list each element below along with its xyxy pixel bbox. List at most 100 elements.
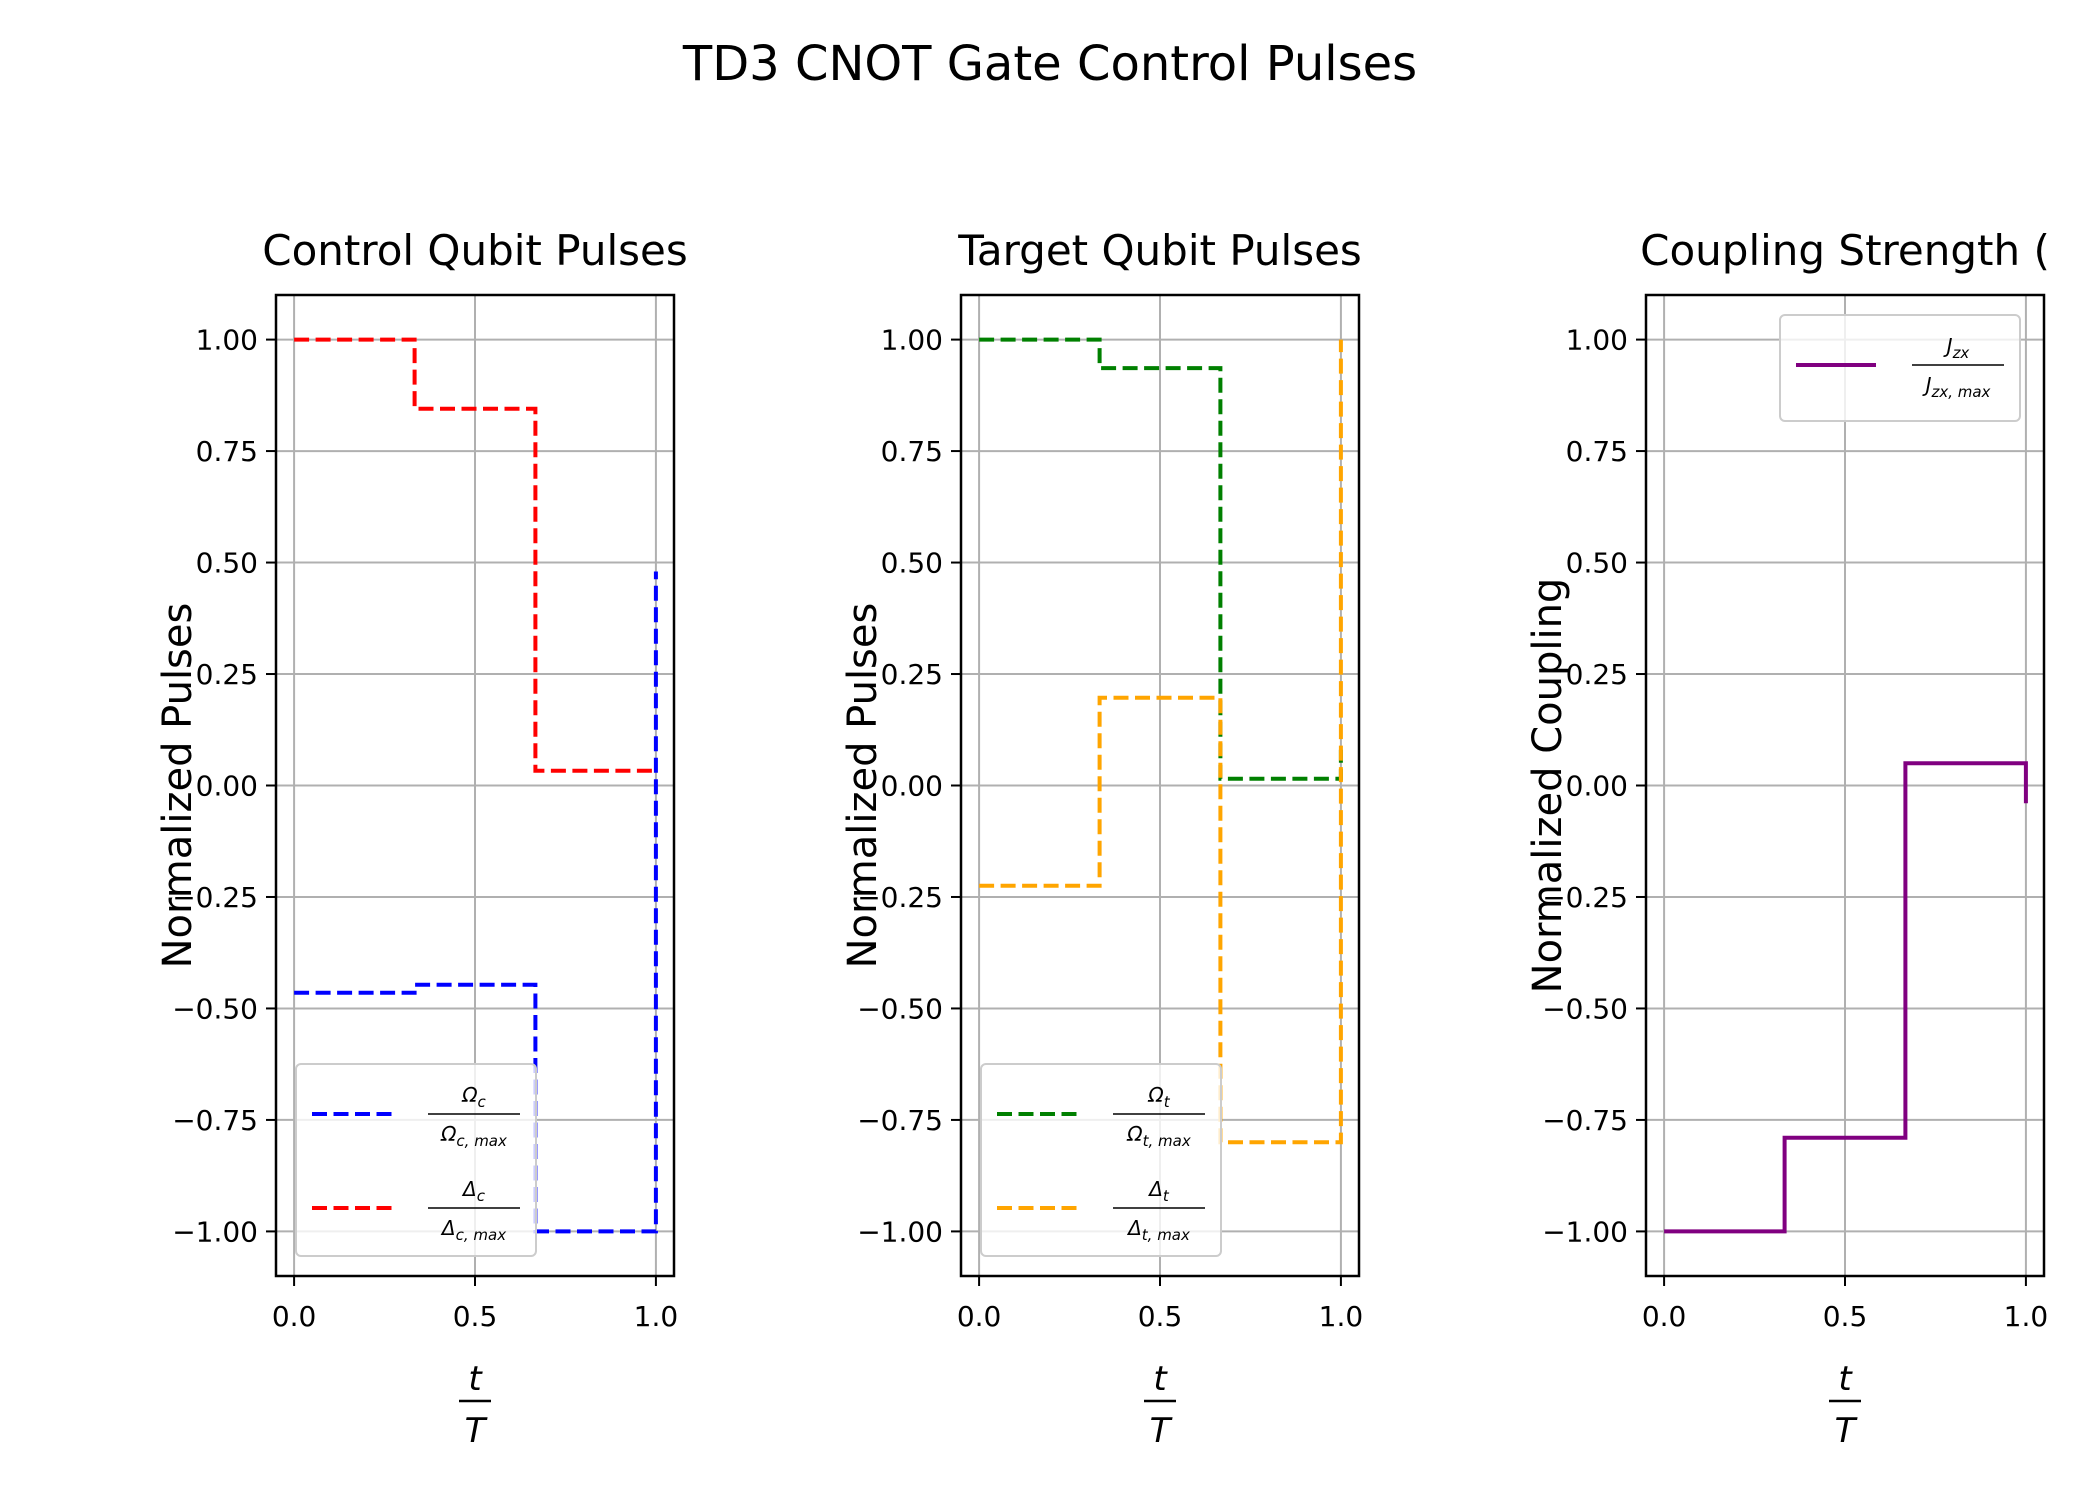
- x-tick-label: 0.0: [957, 1300, 1002, 1333]
- series-line-2: [979, 339, 1343, 1145]
- y-tick-label: −1.00: [172, 1215, 258, 1248]
- x-label-numerator: t: [468, 1359, 483, 1399]
- x-tick-label: 0.5: [453, 1300, 498, 1333]
- y-tick-label: 0.00: [1566, 770, 1628, 803]
- legend-numerator: Δc: [461, 1177, 486, 1205]
- series-line-2: [294, 337, 656, 773]
- y-tick-label: 0.50: [881, 547, 943, 580]
- y-tick-label: 1.00: [1566, 324, 1628, 357]
- legend-num-subscript: t: [1164, 1093, 1171, 1111]
- legend-num-subscript: c: [478, 1093, 487, 1111]
- y-tick-label: 0.25: [881, 658, 943, 691]
- x-tick-label: 0.5: [1823, 1300, 1868, 1333]
- legend-den-symbol: Ω: [440, 1122, 457, 1146]
- legend-num-subscript: c: [477, 1187, 486, 1205]
- y-axis-label: Normalized Pulses: [155, 603, 201, 969]
- y-tick-label: 1.00: [196, 324, 258, 357]
- legend-numerator: Δt: [1147, 1177, 1170, 1205]
- legend-num-symbol: J: [1943, 334, 1953, 358]
- legend-den-subscript: c, max: [456, 1226, 507, 1244]
- y-tick-label: −0.25: [1542, 881, 1628, 914]
- y-tick-label: 0.75: [1566, 435, 1628, 468]
- legend-den-subscript: zx, max: [1930, 383, 1990, 401]
- legend-den-subscript: t, max: [1143, 1132, 1191, 1150]
- y-tick-label: 0.00: [196, 770, 258, 803]
- y-tick-label: −0.75: [172, 1104, 258, 1137]
- legend-numerator: Ωc: [461, 1083, 486, 1111]
- chart-panel-2: Target Qubit Pulses 1.00 0.75 0.50 0.25 0.00 −…: [840, 226, 1363, 1451]
- chart-suptitle: TD3 CNOT Gate Control Pulses: [682, 36, 1417, 92]
- y-tick-label: 0.25: [1566, 658, 1628, 691]
- y-axis-label: Normalized Coupling: [1525, 578, 1571, 994]
- x-tick-label: 0.0: [1642, 1300, 1687, 1333]
- legend-numerator: Ωt: [1147, 1083, 1170, 1111]
- x-tick-label: 0.0: [272, 1300, 317, 1333]
- panel-title: Control Qubit Pulses: [262, 226, 687, 275]
- y-axis-label: Normalized Pulses: [840, 603, 886, 969]
- x-label-numerator: t: [1838, 1359, 1853, 1399]
- y-tick-label: −0.50: [172, 992, 258, 1025]
- x-tick-label: 1.0: [2004, 1300, 2049, 1333]
- legend-num-subscript: zx: [1952, 344, 1970, 362]
- y-tick-label: 0.50: [1566, 547, 1628, 580]
- legend-denominator: Ωt, max: [1126, 1122, 1191, 1150]
- y-tick-label: −1.00: [1542, 1215, 1628, 1248]
- legend-num-symbol: Ω: [461, 1083, 478, 1107]
- legend-denominator: Jzx, max: [1922, 373, 1991, 401]
- legend-den-symbol: Ω: [1126, 1122, 1143, 1146]
- legend-num-subscript: t: [1163, 1187, 1170, 1205]
- x-label-denominator: T: [465, 1411, 488, 1451]
- y-tick-label: 0.75: [881, 435, 943, 468]
- y-tick-label: 0.50: [196, 547, 258, 580]
- legend-denominator: Ωc, max: [440, 1122, 507, 1150]
- x-axis-label: tT: [459, 1359, 491, 1451]
- legend-den-symbol: Δ: [440, 1216, 456, 1240]
- y-tick-label: 0.75: [196, 435, 258, 468]
- legend-num-symbol: Δ: [1147, 1177, 1163, 1201]
- legend-box: [1779, 314, 2021, 422]
- y-tick-label: −0.25: [857, 881, 943, 914]
- y-tick-label: −0.75: [857, 1104, 943, 1137]
- legend-numerator: Jzx: [1943, 334, 1970, 362]
- legend-den-symbol: J: [1922, 373, 1932, 397]
- legend-num-symbol: Ω: [1147, 1083, 1164, 1107]
- y-tick-label: 1.00: [881, 324, 943, 357]
- y-tick-label: −1.00: [857, 1215, 943, 1248]
- chart-panel-1: Control Qubit Pulses1.000.750.500.250.00…: [155, 226, 688, 1451]
- x-label-denominator: T: [1150, 1411, 1173, 1451]
- x-axis-label: tT: [1829, 1359, 1861, 1451]
- y-tick-label: 0.25: [196, 658, 258, 691]
- legend-den-symbol: Δ: [1126, 1216, 1142, 1240]
- chart-panels: Control Qubit Pulses1.000.750.500.250.00…: [155, 226, 2050, 1451]
- x-tick-label: 1.0: [1319, 1300, 1364, 1333]
- legend-denominator: Δc, max: [440, 1216, 506, 1244]
- y-tick-label: −0.50: [1542, 992, 1628, 1025]
- y-tick-label: −0.50: [857, 992, 943, 1025]
- legend-denominator: Δt, max: [1126, 1216, 1190, 1244]
- y-tick-label: 0.00: [881, 770, 943, 803]
- x-axis-label: tT: [1144, 1359, 1176, 1451]
- x-label-numerator: t: [1153, 1359, 1168, 1399]
- legend-den-subscript: t, max: [1142, 1226, 1190, 1244]
- y-tick-label: −0.75: [1542, 1104, 1628, 1137]
- legend-num-symbol: Δ: [461, 1177, 477, 1201]
- panel-title: Coupling Strength (: [1640, 226, 2050, 275]
- x-label-denominator: T: [1835, 1411, 1858, 1451]
- legend-den-subscript: c, max: [456, 1132, 507, 1150]
- y-tick-label: −0.25: [172, 881, 258, 914]
- chart-panel-3: Coupling Strength ( 1.00 0.75 0.50 0.25 0.00 −…: [1525, 226, 2050, 1451]
- series-line-1: [294, 571, 658, 1234]
- series-line-1: [1664, 761, 2028, 1234]
- x-tick-label: 0.5: [1138, 1300, 1183, 1333]
- panel-title: Target Qubit Pulses: [957, 226, 1362, 275]
- x-tick-label: 1.0: [634, 1300, 679, 1333]
